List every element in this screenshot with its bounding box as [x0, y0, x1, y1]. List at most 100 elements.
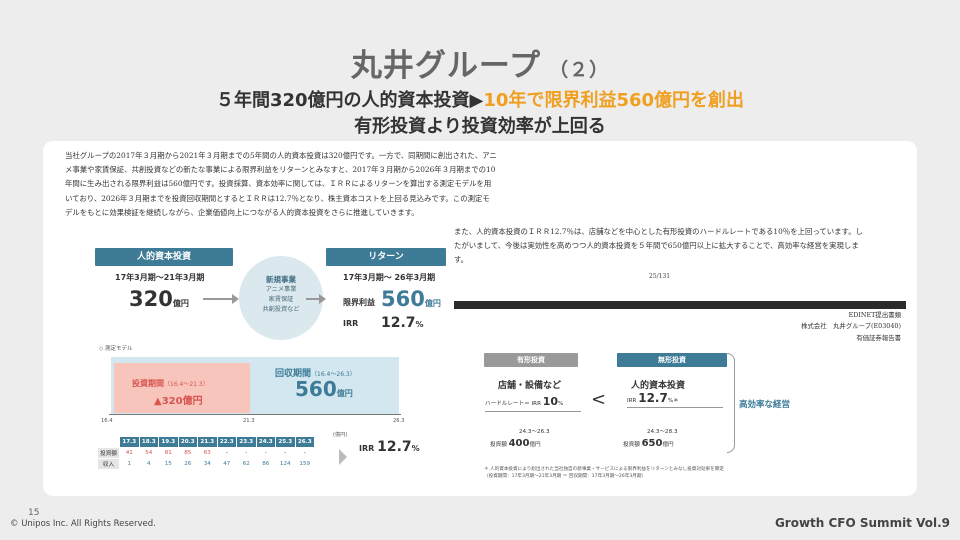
arrow-right-icon	[203, 294, 239, 304]
timeline-axis	[109, 414, 401, 415]
unit-note: (億円)	[333, 432, 348, 438]
footnote-line: （投資期間：17年3月期〜21年3月期 ＝ 回収期間：17年3月期〜26年3月期…	[484, 474, 647, 479]
table-cell: 47	[216, 458, 237, 470]
title-sub: （２）	[549, 59, 610, 81]
axis-tick: 26.3	[393, 418, 405, 424]
event-name: Growth CFO Summit Vol.9	[774, 516, 950, 530]
table-cell: 41	[119, 447, 140, 459]
table-cell: 26	[177, 458, 198, 470]
model-irr: IRR 12.7%	[359, 439, 441, 467]
irr-value: 12.7	[381, 315, 416, 331]
tangible-amount-value: 400	[508, 438, 530, 449]
table-cell: -	[216, 447, 237, 459]
recover-period-range: （16.4〜26.3）	[311, 371, 356, 378]
table-cell: 19.3	[158, 436, 179, 448]
intangible-irr-unit: %＊	[667, 398, 679, 404]
table-cell: 収入	[97, 458, 120, 470]
headline-line2: 有形投資より投資効率が上回る	[354, 116, 606, 137]
page-number: 25/131	[649, 273, 671, 280]
intangible-period: 24.3〜28.3	[647, 429, 678, 435]
invest-period-title: 投資期間（16.4〜21.3）	[132, 378, 209, 389]
intangible-amount-value: 650	[641, 438, 663, 449]
hurdle-unit: %	[558, 401, 564, 407]
irr-unit: %	[415, 320, 424, 329]
report-excerpt-card: 当社グループの2017年３月期から2021年３月期までの5年間の人的資本投資は3…	[43, 141, 917, 496]
table-cell: -	[236, 447, 257, 459]
table-cell: 20.3	[177, 436, 198, 448]
model-irr-value: 12.7	[377, 439, 412, 455]
slide-number: 15	[28, 508, 40, 518]
circle-item: 共創投資など	[262, 306, 300, 313]
table-cell: 159	[294, 458, 315, 470]
return-amount: 560億円	[381, 287, 441, 311]
model-irr-unit: %	[411, 444, 420, 453]
return-value: 560	[381, 287, 425, 311]
recover-value: 560	[295, 377, 337, 401]
table-cell: 26.3	[294, 436, 315, 448]
table-header-row: 17.3 18.3 19.3 20.3 21.3 22.3 23.3 24.3 …	[97, 436, 315, 448]
table-cell: -	[294, 447, 315, 459]
return-key: 限界利益	[343, 298, 375, 307]
footnote: ＊ 人的資本投資により創出された当社独自の新事業・サービスによる限界利益をリター…	[484, 466, 794, 480]
edinet-line: EDINET提出書類	[848, 311, 901, 319]
table-cell: 4	[138, 458, 159, 470]
table-cell	[97, 436, 120, 448]
invest-pill: 人的資本投資	[95, 248, 233, 266]
recover-period-title: 回収期間（16.4〜26.3）	[275, 366, 356, 379]
intangible-title: 人的資本投資	[631, 381, 686, 391]
recover-period-label: 回収期間	[275, 369, 312, 379]
tangible-amount-label: 投資額	[490, 442, 507, 448]
tangible-period: 24.3〜26.3	[519, 429, 550, 435]
tangible-amount: 投資額 400億円	[490, 438, 541, 449]
recover-amount: 560億円	[295, 377, 353, 401]
table-cell: 投資額	[97, 447, 120, 459]
tangible-amount-unit: 億円	[529, 442, 541, 448]
arrow-right-icon	[306, 294, 326, 304]
edinet-line: 株式会社 丸井グループ(E03040)	[801, 322, 901, 331]
table-cell: 15	[158, 458, 179, 470]
invest-period-range: （16.4〜21.3）	[164, 381, 209, 388]
return-pill: リターン	[326, 248, 446, 266]
table-cell: -	[255, 447, 276, 459]
return-period: 17年3月期〜 26年3月期	[343, 273, 436, 282]
table-cell: 54	[138, 447, 159, 459]
invest-value: 320	[129, 287, 173, 311]
table-cell: 23.3	[236, 436, 257, 448]
table-cell: 34	[197, 458, 218, 470]
table-cell: 85	[177, 447, 198, 459]
table-cell: 21.3	[197, 436, 218, 448]
cashflow-table: 17.3 18.3 19.3 20.3 21.3 22.3 23.3 24.3 …	[97, 436, 315, 470]
circle-title: 新規事業	[266, 275, 296, 284]
intangible-irr: IRR 12.7%＊	[627, 391, 723, 408]
table-cell: 24.3	[255, 436, 276, 448]
headline: ５年間320億円の人的資本投資▶10年で限界利益560億円を創出 有形投資より投…	[0, 88, 960, 140]
table-row: 収入 1 4 15 26 34 47 62 86 124 159	[97, 458, 315, 470]
table-cell: 81	[158, 447, 179, 459]
tangible-title: 店舗・設備など	[498, 381, 562, 391]
headline-highlight: 10年で限界利益560億円を創出	[483, 90, 745, 111]
table-cell: 124	[275, 458, 296, 470]
intangible-irr-value: 12.7	[638, 391, 668, 405]
less-than-sign: <	[591, 389, 607, 410]
hurdle-rate: ハードルレート＝ IRR 10%	[485, 395, 581, 412]
body-paragraph-1: 当社グループの2017年３月期から2021年３月期までの5年間の人的資本投資は3…	[65, 151, 497, 217]
invest-period: 17年3月期〜21年3月期	[115, 273, 205, 282]
title-main: 丸井グループ	[350, 48, 542, 84]
invest-amount: 320億円	[129, 287, 189, 311]
intangible-amount-unit: 億円	[662, 442, 674, 448]
edinet-line: 有価証券報告書	[856, 333, 901, 342]
intangible-amount: 投資額 650億円	[623, 438, 674, 449]
headline-part1: ５年間320億円の人的資本投資▶	[215, 90, 484, 111]
intangible-tag: 無形投資	[617, 353, 727, 367]
body-paragraph-2: また、人的資本投資のＩＲＲ12.7％は、店舗などを中心とした有形投資のハードルレ…	[454, 227, 863, 265]
return-unit: 億円	[424, 299, 441, 308]
table-cell: 86	[255, 458, 276, 470]
irr-key: IRR	[343, 319, 359, 328]
axis-tick: 16.4	[101, 418, 113, 424]
circle-item: アニメ事業	[265, 286, 297, 293]
table-cell: 62	[236, 458, 257, 470]
table-cell: -	[275, 447, 296, 459]
model-irr-label: IRR	[359, 444, 375, 453]
intangible-irr-label: IRR	[627, 398, 637, 404]
brace	[727, 353, 735, 453]
